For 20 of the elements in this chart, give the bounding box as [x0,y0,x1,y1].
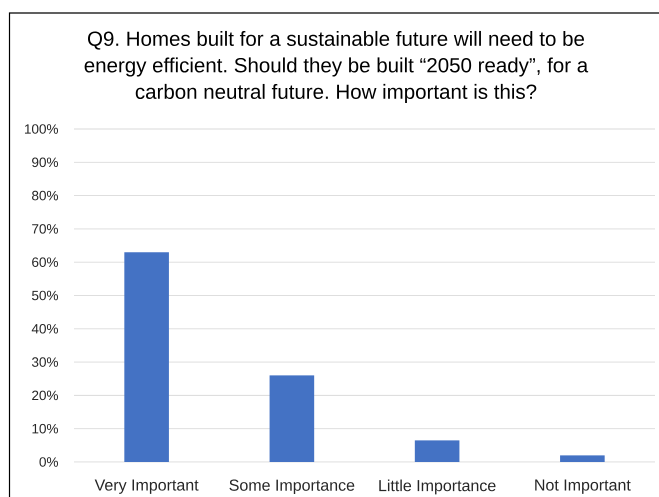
y-tick-label: 30% [32,357,58,367]
y-tick-label: 20% [32,390,58,400]
chart-title: Q9. Homes built for a sustainable future will need to be energy efficient. Should they be built “2050 ready”, for a carbon neutral future. How important is this? [84,30,588,104]
bar [560,455,605,462]
y-tick-label: 0% [39,457,58,467]
x-tick-label: Very Important [94,480,199,494]
y-tick-label: 70% [32,224,58,234]
x-tick-label: Little Importance [379,480,496,494]
bar [414,440,460,462]
bar [124,252,169,462]
y-tick-label: 100% [24,124,58,134]
y-tick-label: 90% [32,158,58,168]
x-tick-label: Some Importance [229,480,354,494]
y-tick-label: 60% [32,257,58,267]
bar [270,375,314,462]
x-tick-label: Not Important [535,480,631,494]
y-tick-label: 80% [32,190,58,200]
y-tick-label: 40% [32,324,58,334]
y-tick-label: 10% [32,424,58,434]
y-tick-label: 50% [32,290,58,300]
